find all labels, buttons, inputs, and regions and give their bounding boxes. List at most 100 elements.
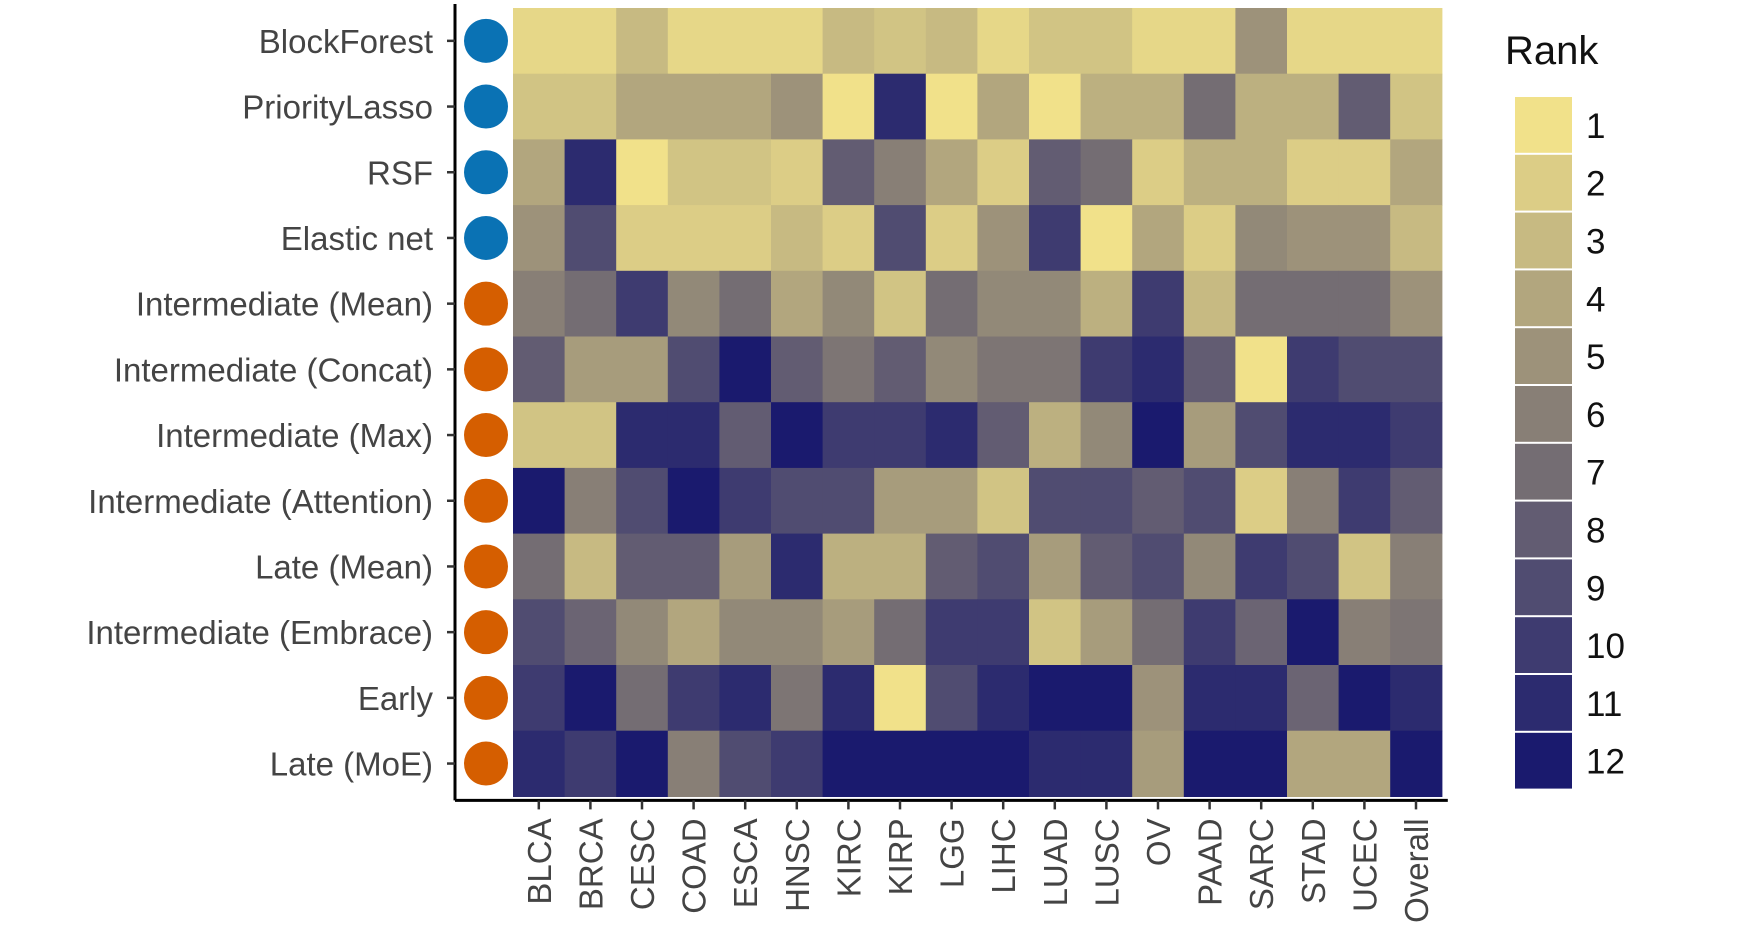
heatmap-cell [977, 599, 1030, 666]
heatmap-cell [564, 402, 617, 469]
heatmap-cell [1338, 599, 1391, 666]
heatmap-cell [1390, 336, 1443, 403]
heatmap-cell [771, 336, 824, 403]
heatmap-cell [667, 730, 720, 797]
heatmap-cell [1235, 270, 1288, 338]
heatmap-cell [719, 467, 772, 535]
heatmap-cell [616, 139, 669, 206]
heatmap-cell [1132, 533, 1185, 600]
legend-label: 12 [1586, 743, 1625, 782]
heatmap-cell [719, 8, 772, 75]
heatmap-cell [822, 139, 875, 206]
legend-swatch [1515, 386, 1572, 442]
heatmap-cell [1338, 730, 1391, 797]
group-marker-dot [464, 150, 508, 195]
heatmap-cell [513, 205, 566, 272]
column-label: LIHC [985, 818, 1022, 893]
column-label: KIRP [882, 818, 919, 895]
group-marker-dot [464, 413, 508, 458]
heatmap-cell [771, 467, 824, 535]
column-label: LUAD [1037, 818, 1074, 906]
heatmap-cell [513, 402, 566, 469]
column-label: CESC [624, 818, 661, 910]
heatmap-cell [925, 730, 978, 797]
heatmap-cell [1338, 139, 1391, 206]
heatmap-cell [822, 665, 875, 732]
heatmap-cell [1338, 205, 1391, 272]
group-marker-dot [464, 347, 508, 392]
column-label: BRCA [572, 818, 609, 910]
heatmap-cell [822, 730, 875, 797]
heatmap-cell [1080, 139, 1133, 206]
heatmap-cell [1235, 665, 1288, 732]
heatmap-cell [977, 270, 1030, 338]
heatmap-cell [719, 336, 772, 403]
heatmap-cell [1287, 402, 1340, 469]
group-marker-dot [464, 478, 508, 523]
row-labels: BlockForest PriorityLasso RSF Elastic net In… [86, 23, 433, 783]
heatmap-cell [1235, 139, 1288, 206]
heatmap-cell [1132, 665, 1185, 732]
heatmap-cell [822, 270, 875, 338]
legend-swatch [1515, 270, 1572, 327]
legend-label: 1 [1586, 107, 1605, 146]
heatmap-cell [667, 336, 720, 403]
heatmap-cell [1390, 665, 1443, 732]
heatmap-cell [1183, 8, 1236, 75]
heatmap-cell [771, 599, 824, 666]
row-label: Intermediate (Attention) [88, 483, 433, 520]
heatmap-cell [1080, 336, 1133, 403]
heatmap-cell [1338, 402, 1391, 469]
legend-label: 5 [1586, 338, 1605, 377]
heatmap-cell [667, 73, 720, 140]
group-marker-dot [464, 610, 508, 655]
heatmap-cell [1080, 205, 1133, 272]
row-label: Intermediate (Concat) [114, 351, 433, 388]
heatmap-cell [1029, 467, 1082, 535]
heatmap-cell [925, 205, 978, 272]
heatmap-cell [513, 139, 566, 206]
heatmap-cell [719, 205, 772, 272]
heatmap-cell [1029, 533, 1082, 600]
heatmap-cell [1132, 205, 1185, 272]
column-label: KIRC [830, 818, 867, 897]
heatmap-cell [1235, 730, 1288, 797]
heatmap-cell [925, 599, 978, 666]
heatmap-cell [822, 73, 875, 140]
heatmap-cell [513, 73, 566, 140]
heatmap-cell [1235, 533, 1288, 600]
column-label: Overall [1398, 818, 1435, 923]
heatmap-cell [1183, 665, 1236, 732]
heatmap-cell [925, 336, 978, 403]
heatmap-cell [513, 730, 566, 797]
heatmap-cell [1183, 402, 1236, 469]
column-label: HNSC [779, 818, 816, 912]
group-marker-dot [464, 675, 508, 720]
legend-label: 2 [1586, 165, 1605, 204]
heatmap-cell [771, 533, 824, 600]
heatmap-cell [1132, 8, 1185, 75]
legend-swatch [1515, 732, 1572, 789]
heatmap-cell [1183, 336, 1236, 403]
heatmap-cells [513, 8, 1443, 797]
heatmap-cell [513, 533, 566, 600]
legend-label: 11 [1586, 685, 1622, 724]
heatmap-cell [977, 665, 1030, 732]
row-label: BlockForest [259, 23, 433, 60]
legend-label: 3 [1586, 223, 1605, 262]
heatmap-cell [925, 73, 978, 140]
heatmap-cell [564, 139, 617, 206]
heatmap-cell [1235, 467, 1288, 535]
heatmap-cell [616, 402, 669, 469]
heatmap-cell [667, 270, 720, 338]
heatmap-cell [1390, 73, 1443, 140]
heatmap-cell [874, 73, 927, 140]
heatmap-cell [513, 665, 566, 732]
heatmap-cell [667, 205, 720, 272]
heatmap-cell [925, 533, 978, 600]
heatmap-cell [1132, 336, 1185, 403]
heatmap-cell [564, 730, 617, 797]
heatmap-cell [1287, 205, 1340, 272]
heatmap-cell [1390, 599, 1443, 666]
heatmap-cell [564, 533, 617, 600]
